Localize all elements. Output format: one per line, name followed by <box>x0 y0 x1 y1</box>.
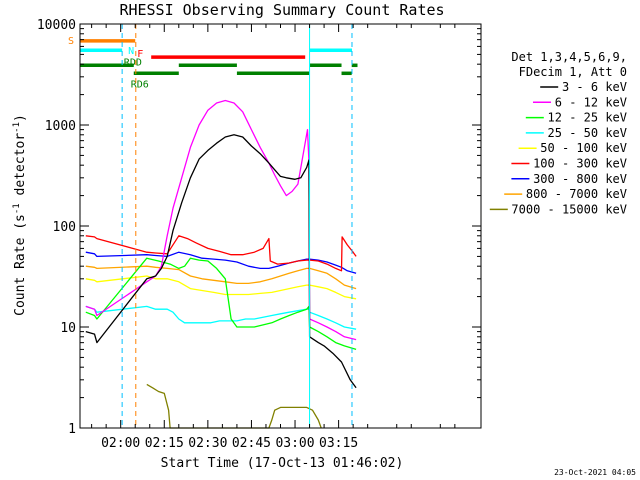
series-line-2 <box>85 257 357 351</box>
y-axis-label-end: ) <box>13 114 28 122</box>
legend-header-line-1: Det 1,3,4,5,6,9, <box>511 50 627 64</box>
axis-layer: 02:00 02:15 02:30 02:45 03:00 03:15 1 10 100 1000… <box>37 18 481 451</box>
series-line-4 <box>85 275 357 300</box>
x-axis-label: Start Time (17-Oct-13 01:46:02) <box>161 456 404 471</box>
state-bar-label-n: N <box>128 46 134 57</box>
state-bar-label-rdd: RDD <box>124 57 142 68</box>
state-bar-label-s: S <box>68 36 74 47</box>
legend-header-line-2: FDecim 1, Att 0 <box>519 65 627 79</box>
legend-label-8: 7000 - 15000 keV <box>511 202 627 216</box>
series-line-8 <box>146 383 322 429</box>
legend-label-0: 3 - 6 keV <box>562 80 627 94</box>
y-tick-label-3: 1000 <box>45 119 76 134</box>
legend-label-2: 12 - 25 keV <box>548 111 627 125</box>
x-tick-label-0: 02:00 <box>101 436 140 451</box>
x-tick-label-2: 02:30 <box>188 436 227 451</box>
y-axis-label-sup2: -1 <box>12 122 22 133</box>
legend-label-6: 300 - 800 keV <box>533 172 627 186</box>
y-tick-label-1: 10 <box>60 321 76 336</box>
series-line-6 <box>85 251 357 274</box>
legend-label-3: 25 - 50 keV <box>548 126 627 140</box>
y-axis-label: Count Rate (s-1 detector-1) <box>12 114 28 316</box>
series-line-7 <box>85 265 357 290</box>
legend-label-1: 6 - 12 keV <box>555 95 627 109</box>
legend-label-4: 50 - 100 keV <box>540 141 627 155</box>
series-layer <box>85 99 357 429</box>
legend-label-5: 100 - 300 keV <box>533 157 627 171</box>
y-tick-label-0: 1 <box>68 422 76 437</box>
x-tick-label-5: 03:15 <box>319 436 358 451</box>
series-line-3 <box>85 305 357 330</box>
chart-title: RHESSI Observing Summary Count Rates <box>119 1 444 19</box>
state-bar-label-rd6: RD6 <box>131 79 149 90</box>
x-tick-label-1: 02:15 <box>145 436 184 451</box>
legend: Det 1,3,4,5,6,9, FDecim 1, Att 0 3 - 6 k… <box>489 50 627 216</box>
state-bar-label-f: F <box>137 49 143 60</box>
y-axis-label-main: Count Rate (s <box>13 214 28 316</box>
y-tick-label-4: 10000 <box>37 18 76 33</box>
vertical-markers-layer <box>121 24 353 428</box>
legend-label-7: 800 - 7000 keV <box>526 187 627 201</box>
x-tick-label-4: 03:00 <box>275 436 314 451</box>
y-axis-label-mid: detector <box>13 133 28 204</box>
series-line-0 <box>85 134 357 389</box>
y-axis-label-sup1: -1 <box>12 203 22 214</box>
x-tick-label-3: 02:45 <box>232 436 271 451</box>
footer-date: 23-Oct-2021 04:05 <box>554 468 636 477</box>
y-tick-label-2: 100 <box>53 220 76 235</box>
